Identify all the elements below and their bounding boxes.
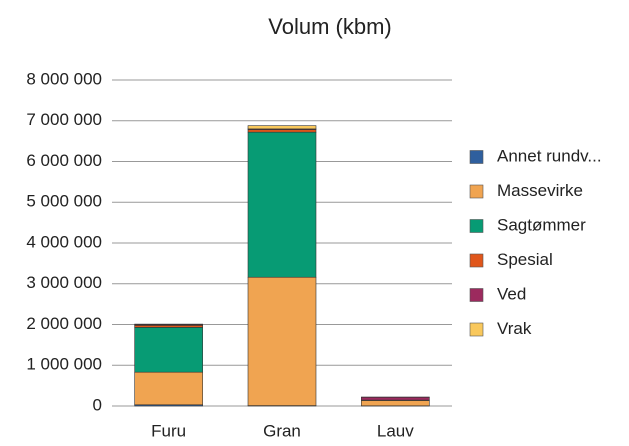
y-tick-label: 4 000 000 [26,232,102,251]
legend-label: Annet rundv... [497,146,602,165]
x-tick-label: Gran [263,421,301,440]
legend-label: Spesial [497,250,553,269]
x-tick-label: Furu [151,421,186,440]
legend-label: Ved [497,284,526,303]
x-tick-label: Lauv [377,421,414,440]
bar-segment [248,277,316,405]
chart-title: Volum (kbm) [268,14,391,39]
bar-segment [135,327,203,372]
y-tick-label: 6 000 000 [26,151,102,170]
y-tick-label: 1 000 000 [26,355,102,374]
legend-swatch [470,323,483,336]
legend-swatch [470,220,483,233]
bar-segment [248,126,316,129]
y-tick-label: 7 000 000 [26,110,102,129]
bar-segment [361,397,429,400]
y-tick-label: 5 000 000 [26,192,102,211]
bar-segment [135,372,203,405]
legend-swatch [470,151,483,164]
legend-swatch [470,185,483,198]
bar-segment [135,325,203,327]
legend-label: Sagtømmer [497,215,586,234]
y-tick-label: 3 000 000 [26,273,102,292]
y-tick-label: 2 000 000 [26,314,102,333]
bar-segment [248,130,316,132]
legend-label: Vrak [497,319,532,338]
bar-segment [361,400,429,405]
y-tick-label: 0 [93,395,102,414]
bar-segment [248,132,316,277]
legend-label: Massevirke [497,181,583,200]
y-tick-label: 8 000 000 [26,69,102,88]
legend-swatch [470,254,483,267]
legend-swatch [470,289,483,302]
